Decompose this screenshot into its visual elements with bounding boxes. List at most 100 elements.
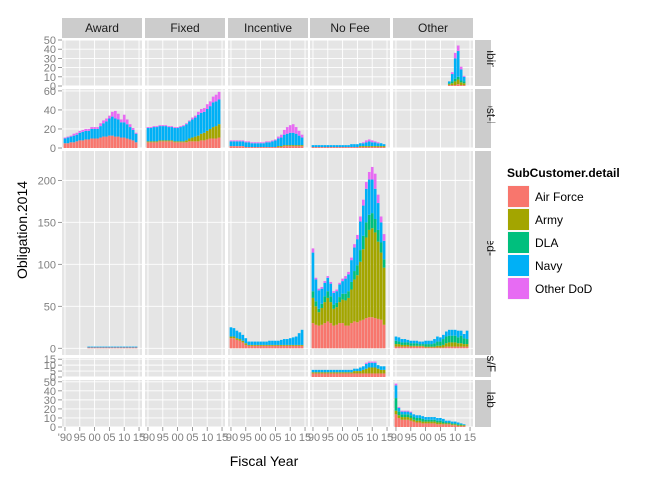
bar-segment [447,329,451,336]
bar-segment [182,142,185,148]
bar-segment [191,119,194,138]
bar-segment [453,52,457,59]
bar-segment [350,323,353,349]
bar-segment [356,239,359,266]
bar-segment [421,345,424,347]
bar-segment [424,417,427,420]
bar-segment [427,346,430,348]
bar-segment [462,85,466,86]
bar-segment [282,339,286,345]
bar-segment [167,126,171,128]
bar-segment [433,347,436,349]
bar-segment [362,205,365,236]
bar-segment [280,134,283,138]
bar-segment [459,423,463,425]
bar-segment [277,345,280,349]
bar-segment [232,328,236,337]
bar-segment [406,414,410,418]
bar-segment [409,345,413,347]
bar-segment [99,126,102,138]
bar-segment [87,130,90,140]
bar-segment [244,147,248,148]
bar-segment [335,147,338,148]
bar-segment [99,347,102,349]
bar-segment [400,342,404,345]
bar-segment [367,317,371,349]
bar-segment [335,324,338,349]
bar-segment [111,346,114,348]
bar-segment [256,143,259,148]
bar-segment [439,347,442,349]
bar-segment [197,141,200,148]
bar-segment [442,339,445,345]
bar-segment [353,371,356,374]
bar-segment [161,141,165,148]
bar-segment [197,114,200,136]
bar-segment [370,147,374,148]
bar-segment [102,347,105,349]
bar-segment [456,343,460,347]
bar-segment [250,341,254,345]
x-tick-label: 95 [157,432,169,444]
bar-segment [300,345,304,349]
bar-segment [280,146,283,148]
bar-segment [421,421,424,424]
bar-segment [294,146,298,148]
bar-segment [179,126,182,128]
bar-segment [291,345,295,349]
bar-segment [347,369,350,373]
bar-segment [317,325,321,349]
bar-segment [149,128,153,142]
bar-segment [456,79,460,85]
bar-segment [450,421,454,424]
bar-segment [170,127,173,141]
bar-segment [250,345,254,349]
bar-segment [439,345,442,348]
bar-segment [353,144,356,148]
bar-segment [382,147,386,148]
bar-segment [409,340,413,344]
bar-segment [382,144,386,147]
panel-background [62,358,142,377]
bar-segment [128,347,132,349]
bar-segment [353,321,356,349]
bar-segment [323,281,327,283]
bar-segment [436,424,439,427]
bar-segment [415,340,419,344]
bar-segment [105,121,108,137]
bar-segment [367,367,371,374]
bar-segment [323,145,327,148]
bar-segment [376,146,380,148]
bar-segment [323,373,327,377]
bar-segment [353,271,356,280]
bar-segment [282,344,286,346]
bar-segment [341,145,344,148]
bar-segment [282,145,286,147]
bar-segment [373,141,377,143]
bar-segment [329,145,333,148]
bar-segment [291,132,295,146]
bar-segment [418,420,421,423]
bar-segment [403,411,407,415]
bar-segment [280,345,283,349]
bar-segment [450,424,454,426]
y-tick-label: 20 [44,124,56,136]
facet-strip-row [475,358,491,377]
bar-segment [394,385,398,399]
bar-segment [317,312,321,326]
bar-segment [323,323,327,349]
bar-segment [84,128,88,131]
bar-segment [462,426,466,427]
bar-segment [317,290,321,309]
bar-segment [397,346,401,349]
bar-segment [412,417,416,420]
bar-segment [131,129,135,141]
bar-segment [211,138,215,148]
bar-segment [397,415,401,418]
bar-segment [285,344,289,346]
bar-segment [335,372,338,374]
bar-segment [447,84,451,86]
bar-segment [96,346,99,348]
bar-segment [241,340,245,343]
bar-segment [430,344,433,347]
